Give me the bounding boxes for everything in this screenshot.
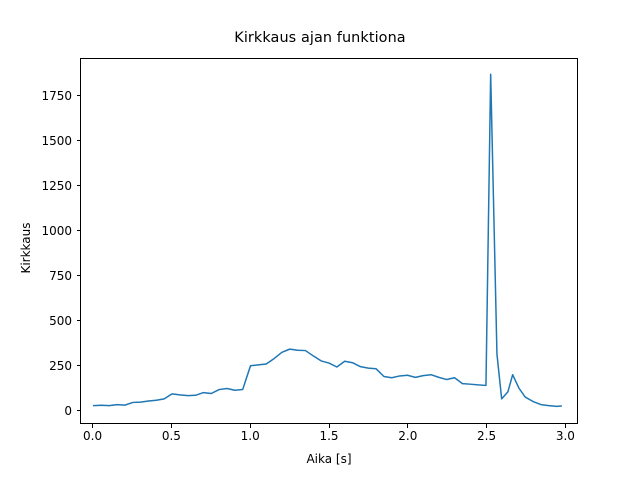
x-tick-label: 0.0 — [83, 429, 103, 443]
y-tick-mark — [76, 185, 80, 187]
y-tick-label: 0 — [64, 403, 72, 418]
x-tick-label: 1.5 — [319, 429, 339, 443]
y-tick-label: 1250 — [41, 178, 72, 193]
x-tick-mark — [564, 424, 566, 428]
x-tick-mark — [328, 424, 330, 428]
y-tick-label: 250 — [49, 358, 72, 373]
y-tick-mark — [76, 365, 80, 367]
x-tick-label: 1.0 — [240, 429, 260, 443]
x-tick-mark — [486, 424, 488, 428]
plot-area — [80, 58, 578, 424]
x-tick-mark — [249, 424, 251, 428]
y-tick-label: 750 — [49, 268, 72, 283]
y-tick-mark — [76, 275, 80, 277]
y-tick-label: 1000 — [41, 223, 72, 238]
x-tick-mark — [170, 424, 172, 428]
data-series-line — [92, 73, 563, 408]
y-tick-label: 1500 — [41, 133, 72, 148]
x-tick-label: 2.0 — [398, 429, 418, 443]
x-tick-label: 0.5 — [161, 429, 181, 443]
y-tick-mark — [76, 95, 80, 97]
y-tick-mark — [76, 230, 80, 232]
y-axis-ticks: 0 250 500 750 1000 1250 1500 1750 — [0, 0, 72, 480]
y-tick-label: 500 — [49, 313, 72, 328]
y-tick-mark — [76, 410, 80, 412]
y-tick-label: 1750 — [41, 88, 72, 103]
y-tick-mark — [76, 140, 80, 142]
x-tick-label: 2.5 — [477, 429, 497, 443]
y-tick-mark — [76, 320, 80, 322]
x-tick-mark — [92, 424, 94, 428]
x-tick-mark — [407, 424, 409, 428]
x-axis-label: Aika [s] — [306, 452, 352, 466]
x-tick-label: 3.0 — [555, 429, 575, 443]
data-line-svg — [92, 73, 563, 408]
chart-title: Kirkkaus ajan funktiona — [234, 30, 406, 46]
